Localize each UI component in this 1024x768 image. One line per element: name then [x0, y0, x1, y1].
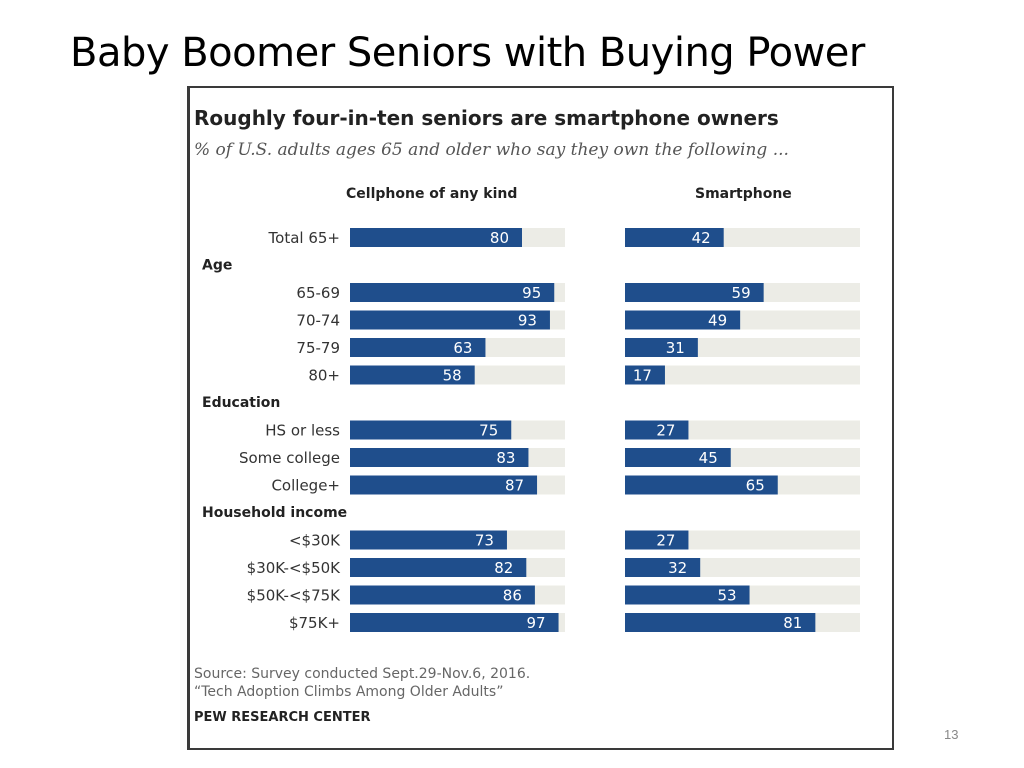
bar — [625, 310, 741, 330]
data-label: 49 — [708, 312, 727, 330]
bar — [350, 585, 535, 605]
bar — [625, 448, 731, 467]
row-label: 65-69 — [296, 284, 340, 302]
series-header-smartphone: Smartphone — [695, 186, 792, 202]
bar — [350, 448, 529, 467]
data-label: 75 — [479, 422, 498, 440]
chart-subtitle: % of U.S. adults ages 65 and older who s… — [194, 140, 789, 160]
data-label: 27 — [656, 422, 675, 440]
data-label: 93 — [518, 312, 537, 330]
data-label: 86 — [503, 587, 522, 605]
row-label: Total 65+ — [268, 229, 340, 247]
data-label: 81 — [783, 614, 802, 632]
bar — [625, 530, 689, 550]
data-label: 65 — [746, 477, 765, 495]
slide-title: Baby Boomer Seniors with Buying Power — [70, 30, 865, 76]
row-label: 75-79 — [296, 339, 340, 357]
bar — [350, 530, 507, 550]
chart-figure: Roughly four-in-ten seniors are smartpho… — [187, 86, 894, 750]
data-label: 95 — [522, 284, 541, 302]
row-label: $50K-<$75K — [247, 587, 342, 605]
bar — [350, 475, 538, 495]
data-label: 58 — [443, 367, 462, 385]
group-label: Age — [202, 258, 232, 274]
group-label: Education — [202, 395, 280, 411]
bar — [350, 228, 522, 247]
bar — [350, 365, 475, 385]
source-note: Source: Survey conducted Sept.29-Nov.6, … — [194, 666, 531, 682]
bar — [625, 558, 701, 577]
data-label: 80 — [490, 229, 509, 247]
bar — [350, 558, 527, 577]
bar — [625, 475, 778, 495]
row-label: 80+ — [308, 367, 340, 385]
data-label: 27 — [656, 532, 675, 550]
bar — [625, 585, 750, 605]
bar — [625, 283, 764, 302]
page-number: 13 — [944, 727, 959, 742]
row-label: HS or less — [265, 422, 340, 440]
bar — [625, 420, 689, 440]
bar — [625, 228, 724, 247]
bar — [350, 283, 555, 302]
row-label: College+ — [271, 477, 340, 495]
data-label: 63 — [453, 339, 472, 357]
row-label: $30K-<$50K — [247, 559, 342, 577]
data-label: 53 — [717, 587, 736, 605]
data-label: 73 — [475, 532, 494, 550]
data-label: 31 — [666, 339, 685, 357]
data-label: 32 — [668, 559, 687, 577]
bar-chart: Total 65+ 80 42 Age 65-69 95 59 70-74 93 49 75-79 6… — [202, 228, 860, 632]
bar-track — [625, 365, 860, 385]
data-label: 45 — [699, 449, 718, 467]
row-label: $75K+ — [289, 614, 340, 632]
data-label: 83 — [496, 449, 515, 467]
data-label: 87 — [505, 477, 524, 495]
bar — [625, 613, 816, 632]
pew-credit: PEW RESEARCH CENTER — [194, 710, 371, 725]
chart-title: Roughly four-in-ten seniors are smartpho… — [194, 106, 779, 130]
bar — [350, 338, 486, 357]
bar — [625, 338, 698, 357]
bar — [350, 310, 550, 330]
bar — [350, 613, 559, 632]
group-label: Household income — [202, 505, 347, 521]
row-label: <$30K — [289, 532, 341, 550]
data-label: 82 — [494, 559, 513, 577]
data-label: 17 — [633, 367, 652, 385]
series-header-cellphone: Cellphone of any kind — [346, 186, 518, 202]
row-label: Some college — [239, 449, 340, 467]
row-label: 70-74 — [296, 312, 340, 330]
data-label: 42 — [692, 229, 711, 247]
source-report-title: “Tech Adoption Climbs Among Older Adults… — [194, 684, 504, 700]
bar — [625, 365, 665, 385]
bar — [350, 420, 512, 440]
data-label: 97 — [526, 614, 545, 632]
data-label: 59 — [732, 284, 751, 302]
